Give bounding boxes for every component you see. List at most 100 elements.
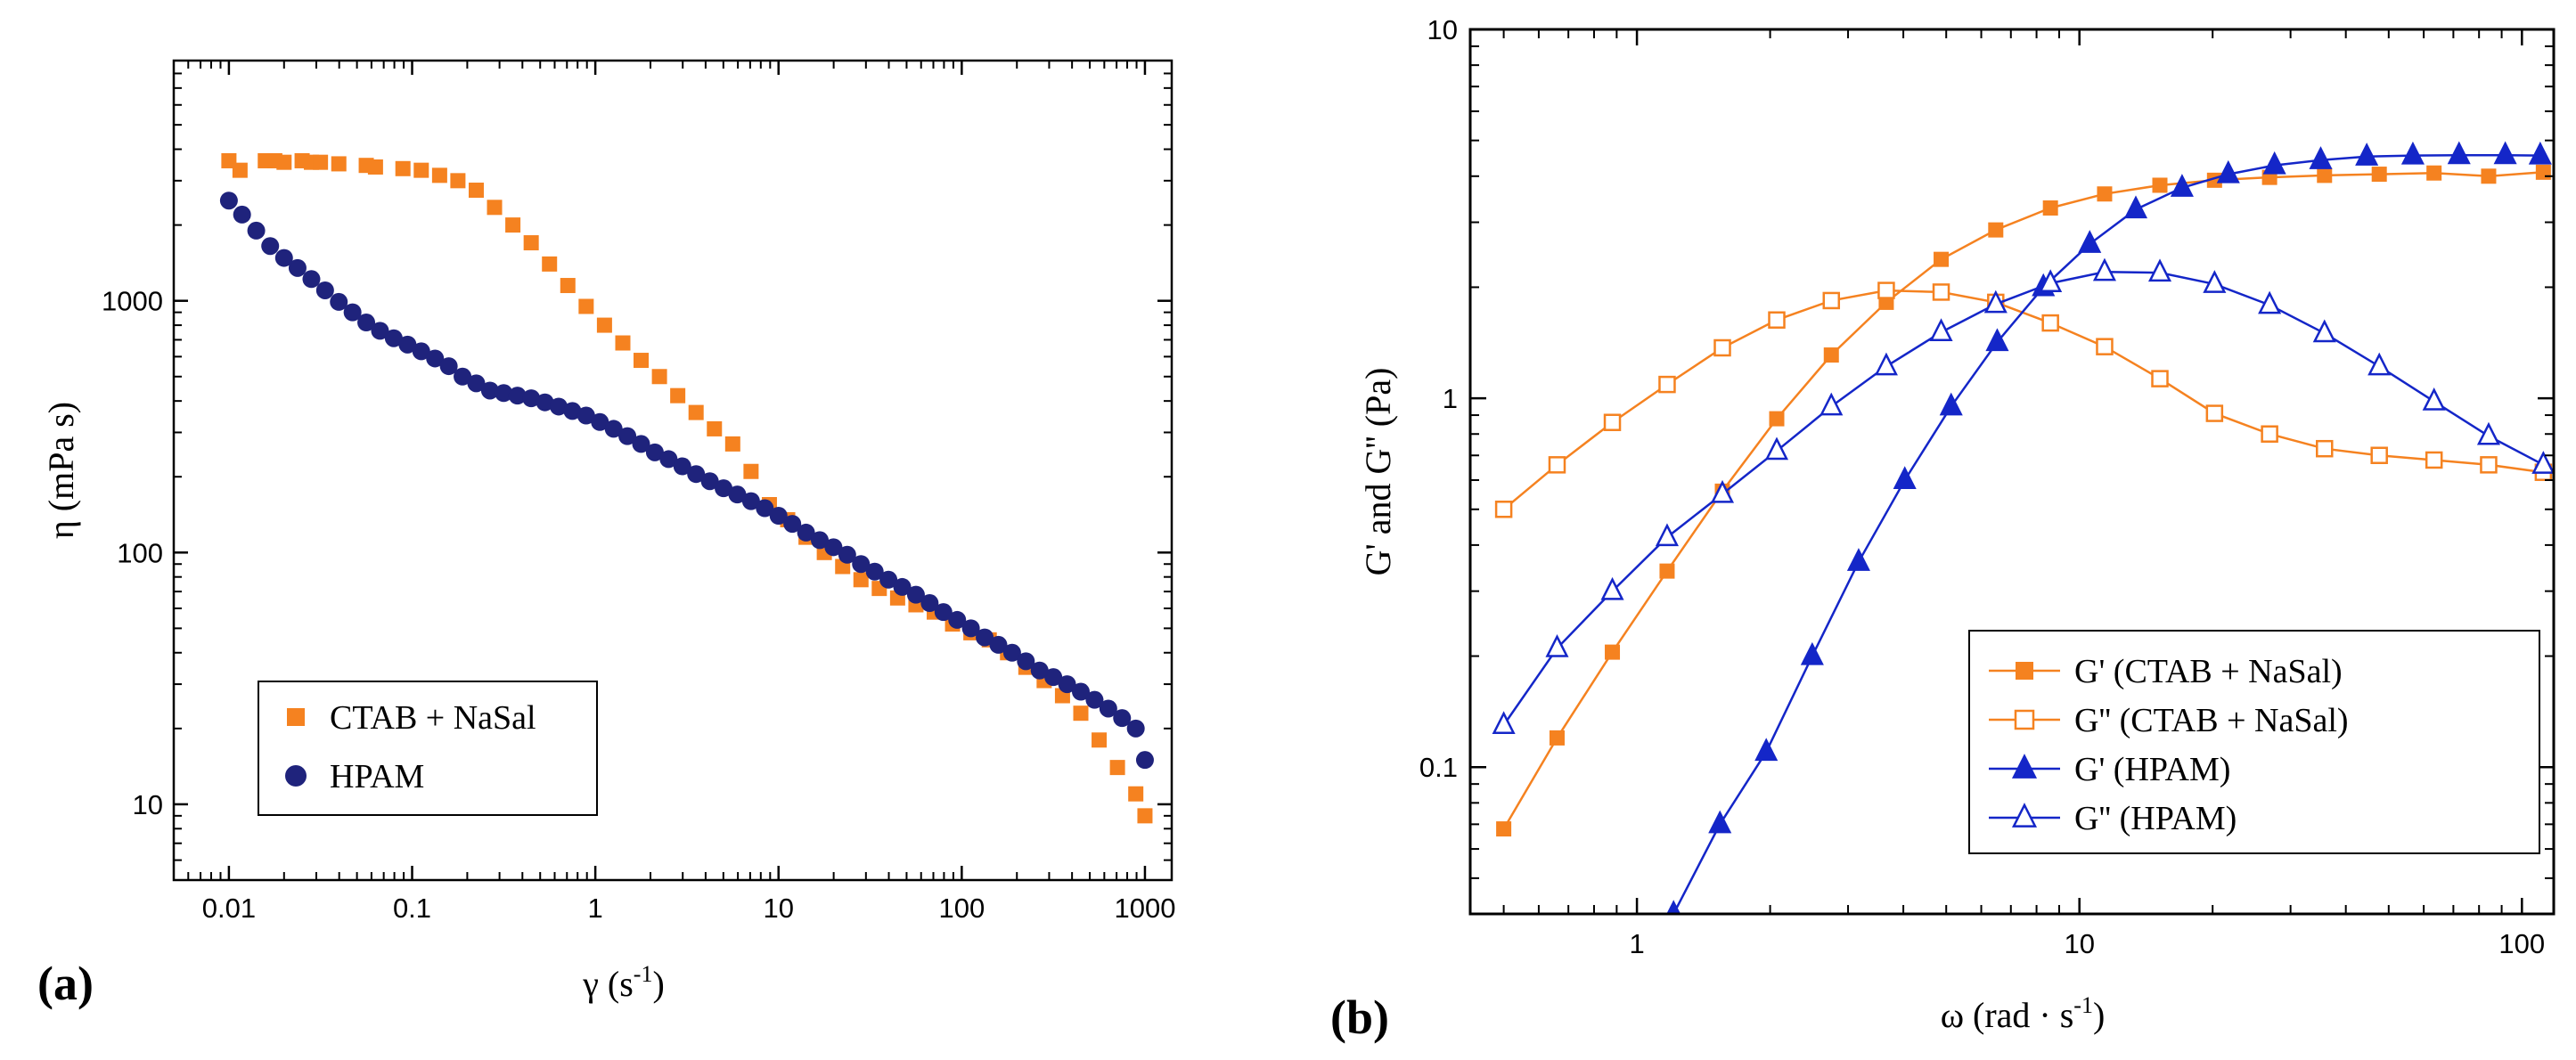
data-point-a [651,369,667,385]
legend-marker-b [2011,803,2038,828]
data-point-a [536,393,554,412]
data-point-a [1058,675,1076,694]
data-point-a [1002,643,1021,662]
data-point-a [724,436,740,452]
data-point-b [1764,436,1789,461]
data-point-a [1099,699,1117,718]
legend-marker-a [287,708,305,726]
data-point-b [1666,900,1681,914]
data-point-a [948,610,967,629]
data-point-b [2480,456,2498,474]
data-point-a [550,397,568,416]
data-point-b [1846,548,1870,571]
data-point-b [2316,439,2334,458]
legend-label-b: G'' (HPAM) [2074,800,2237,837]
data-point-a [906,585,925,604]
legend-label-a: HPAM [330,758,424,795]
data-point-a [618,427,637,445]
data-point-a [508,387,527,405]
data-point-b [2097,186,2113,202]
data-point-b [2528,141,2552,165]
data-point-b [1988,222,2004,238]
data-point-a [439,357,458,376]
x-axis-text-b: ω (rad · s [1941,995,2074,1035]
data-point-b [2476,421,2500,445]
y-axis-label-a: η (mPa s) [41,402,81,539]
data-point-a [577,406,595,425]
data-point-a [893,577,912,596]
data-point-a [219,192,238,210]
data-point-a [1030,661,1049,680]
data-point-a [276,154,292,170]
data-point-b [2039,269,2063,293]
data-point-a [371,322,389,340]
x-tick-label-a: 100 [938,893,985,924]
data-point-a [1092,732,1108,748]
data-point-a [604,420,623,438]
series-0-b [1496,164,2551,837]
data-point-b [2531,451,2554,474]
data-point-a [468,183,484,199]
data-point-b [1769,411,1785,427]
data-point-a [743,463,759,479]
data-point-a [756,499,774,518]
data-point-b [1939,392,1963,416]
data-point-a [596,317,612,333]
x-tick-label-b: 10 [2064,928,2094,959]
data-point-a [853,572,869,588]
data-point-a [426,349,445,368]
data-point-a [480,381,499,400]
data-point-b [2092,257,2116,281]
data-point-b [2370,446,2388,465]
data-point-a [542,256,558,272]
data-point-b [2447,141,2471,165]
data-point-b [2042,200,2058,216]
data-point-a [578,298,594,314]
x-tick-label-a: 1 [587,893,602,924]
data-point-a [879,570,898,589]
data-point-b [2422,387,2446,411]
data-point-b [2400,141,2425,165]
data-point-b [1754,738,1779,762]
data-point-a [384,329,403,347]
x-axis-exponent-b: -1 [2073,992,2093,1018]
data-point-b [1492,711,1516,735]
data-point-b [1800,641,1824,665]
data-point-a [1073,705,1089,722]
data-point-b [1768,311,1786,329]
y-axis-label-b: G' and G'' (Pa) [1358,368,1398,576]
data-point-a [961,619,980,638]
x-tick-label-a: 1000 [1114,893,1175,924]
data-point-a [1017,652,1035,671]
x-axis-symbol-a: γ (s [582,964,634,1004]
data-point-b [1983,289,2008,314]
series-3-b [1492,257,2554,735]
data-point-a [645,443,664,461]
data-point-a [487,200,503,216]
plot-frame-b [1468,28,2556,916]
data-point-a [1044,668,1063,687]
x-tick-label-a: 10 [763,893,793,924]
data-point-a [632,435,650,453]
x-tick-label-b: 100 [2498,928,2545,959]
data-point-b [1605,644,1621,660]
data-point-a [673,457,691,476]
data-point-a [715,479,733,498]
data-point-b [2535,164,2551,180]
x-axis-label-a: γ (s-1) [582,961,665,1004]
data-point-a [1113,709,1132,728]
data-point-b [2096,338,2114,355]
data-point-b [2262,151,2286,175]
data-point-b [2123,195,2148,219]
data-point-b [1985,328,2009,352]
data-point-a [670,387,686,404]
data-point-a [233,205,251,224]
data-point-a [934,603,953,622]
legend-label-b: G' (CTAB + NaSal) [2074,653,2343,690]
series-line-b [1502,171,2544,830]
series-line-b [1502,271,2544,726]
data-point-a [700,472,719,491]
legend-marker-a [285,765,307,787]
data-point-b [1713,338,1731,357]
x-axis-label-b: ω (rad · s-1) [1941,992,2106,1035]
